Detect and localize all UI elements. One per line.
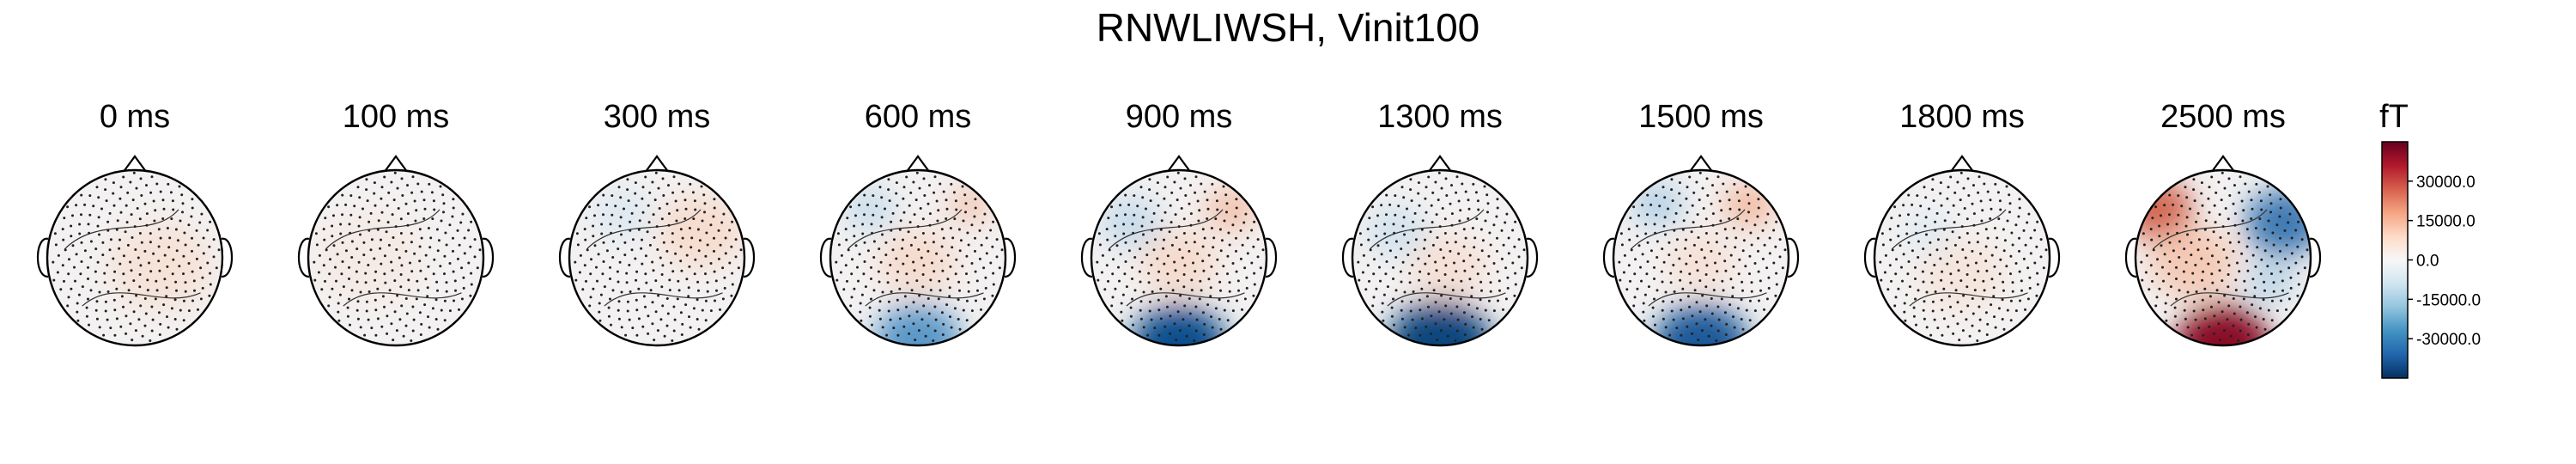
field-map: [1874, 170, 2050, 345]
head-outline: [829, 168, 1007, 347]
contour-lines: [64, 209, 201, 307]
contour-lines: [586, 209, 723, 307]
contour-lines: [2152, 209, 2289, 307]
left-ear: [1341, 237, 1354, 278]
right-ear: [2309, 237, 2322, 278]
left-ear: [36, 237, 49, 278]
sensor-dots: [835, 171, 1004, 342]
colorbar-tick-label: 0.0: [2416, 253, 2439, 271]
field-map: [569, 170, 744, 345]
head-outline: [307, 168, 485, 347]
head-outline: [46, 168, 224, 347]
colorbar-tick-label: 15000.0: [2416, 213, 2476, 231]
nose: [122, 155, 148, 174]
nose: [905, 155, 931, 174]
left-ear: [1080, 237, 1093, 278]
left-ear: [558, 237, 571, 278]
left-ear: [1863, 237, 1876, 278]
head-outline: [1612, 168, 1790, 347]
contour-lines: [847, 209, 984, 307]
topomap-panel: 1500 ms: [1602, 99, 1800, 347]
right-ear: [221, 237, 234, 278]
topomap-panel: 300 ms: [558, 99, 756, 347]
contour-lines: [1369, 209, 1506, 307]
nose: [1166, 155, 1192, 174]
panel-time-label: 2500 ms: [2160, 99, 2286, 135]
field-map: [1091, 170, 1267, 345]
contour-lines: [1630, 209, 1767, 307]
nose: [1949, 155, 1975, 174]
sensor-dots: [1096, 171, 1265, 342]
nose: [383, 155, 409, 174]
panel-time-label: 1800 ms: [1899, 99, 2025, 135]
right-ear: [482, 237, 495, 278]
sensor-dots: [313, 171, 482, 342]
nose: [1688, 155, 1714, 174]
sensor-dots: [1879, 171, 2048, 342]
right-ear: [2048, 237, 2061, 278]
head-outline: [1090, 168, 1268, 347]
field-map: [1613, 170, 1789, 345]
head-outline: [2134, 168, 2312, 347]
topomap-panel: 0 ms: [36, 99, 234, 347]
nose: [2210, 155, 2236, 174]
contour-lines: [325, 209, 462, 307]
left-ear: [1602, 237, 1615, 278]
panel-time-label: 300 ms: [604, 99, 711, 135]
topomap-panels: 0 ms 100 ms 300 ms 600 ms 900 ms 1300 ms 1500 …: [36, 99, 2322, 347]
sensor-dots: [1357, 171, 1526, 342]
colorbar-gradient: [2381, 141, 2409, 379]
sensor-dots: [2140, 171, 2309, 342]
colorbar-tick-label: 30000.0: [2416, 174, 2476, 192]
topomap-panel: 2500 ms: [2124, 99, 2322, 347]
colorbar: fT 30000.0 15000.0 0.0 -15000.0 -30000.0: [2379, 99, 2481, 379]
head-outline: [1351, 168, 1529, 347]
colorbar-tick-label: -30000.0: [2416, 331, 2481, 349]
right-ear: [1004, 237, 1017, 278]
nose: [644, 155, 670, 174]
colorbar-tick-label: -15000.0: [2416, 291, 2481, 309]
field-map: [2136, 170, 2311, 345]
sensor-dots: [1618, 171, 1787, 342]
topomap-panel: 1800 ms: [1863, 99, 2061, 347]
right-ear: [1265, 237, 1278, 278]
right-ear: [1787, 237, 1800, 278]
figure-title: RNWLIWSH, Vinit100: [1097, 5, 1480, 50]
head-outline: [1873, 168, 2051, 347]
nose: [1427, 155, 1453, 174]
panel-time-label: 100 ms: [343, 99, 450, 135]
colorbar-ticks: 30000.0 15000.0 0.0 -15000.0 -30000.0: [2408, 174, 2481, 349]
head-outline: [568, 168, 746, 347]
panel-time-label: 0 ms: [100, 99, 170, 135]
sensor-dots: [52, 171, 221, 342]
field-map: [830, 170, 1005, 345]
sensor-dots: [574, 171, 743, 342]
panel-time-label: 900 ms: [1126, 99, 1233, 135]
panel-time-label: 600 ms: [865, 99, 972, 135]
right-ear: [1526, 237, 1539, 278]
left-ear: [819, 237, 832, 278]
topomap-panel: 900 ms: [1080, 99, 1278, 347]
contour-lines: [1891, 209, 2028, 307]
contour-lines: [1108, 209, 1245, 307]
left-ear: [297, 237, 310, 278]
panel-time-label: 1300 ms: [1377, 99, 1503, 135]
field-map: [47, 170, 222, 345]
left-ear: [2124, 237, 2137, 278]
panel-time-label: 1500 ms: [1638, 99, 1764, 135]
colorbar-unit: fT: [2379, 99, 2409, 135]
right-ear: [743, 237, 756, 278]
topomap-panel: 100 ms: [297, 99, 495, 347]
topomap-panel: 1300 ms: [1341, 99, 1539, 347]
topomap-panel: 600 ms: [819, 99, 1017, 347]
